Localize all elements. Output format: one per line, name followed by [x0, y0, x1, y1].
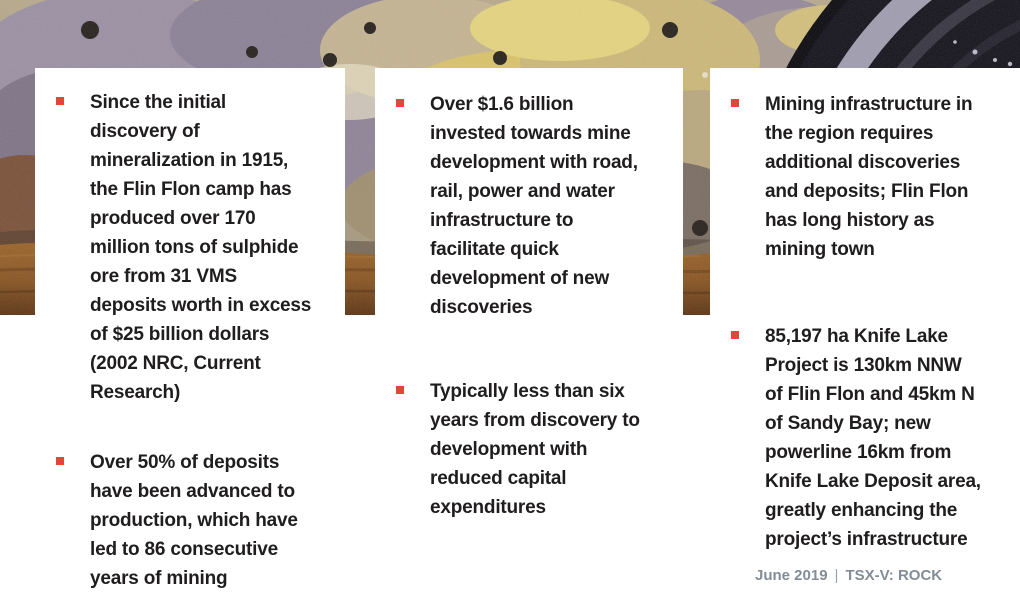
column-flin-flon-history: Since the initial discovery of mineraliz… — [35, 68, 345, 602]
bullet-square-icon — [731, 331, 739, 339]
bullet-square-icon — [396, 99, 404, 107]
bullet-square-icon — [56, 457, 64, 465]
bullet-item: Over 50% of deposits have been advanced … — [56, 448, 339, 593]
bullet-item: 85,197 ha Knife Lake Project is 130km NN… — [731, 322, 1014, 554]
bullet-text: Over 50% of deposits have been advanced … — [90, 452, 298, 589]
footer-ticker: TSX-V: ROCK — [845, 567, 943, 584]
slide-footer: June 2019 | TSX-V: ROCK — [755, 567, 942, 584]
bullet-item: Since the initial discovery of mineraliz… — [56, 88, 339, 407]
bullet-item: Mining infrastructure in the region requ… — [731, 90, 1014, 264]
bullet-text: Mining infrastructure in the region requ… — [765, 94, 973, 260]
column-region-and-knife-lake: Mining infrastructure in the region requ… — [710, 68, 1020, 574]
footer-date: June 2019 — [755, 567, 828, 584]
bullet-item: Typically less than six years from disco… — [396, 377, 677, 522]
bullet-text: Over $1.6 billion invested towards mine … — [430, 94, 638, 318]
footer-separator: | — [834, 567, 839, 584]
bullet-square-icon — [56, 97, 64, 105]
bullet-item: Over $1.6 billion invested towards mine … — [396, 90, 677, 322]
bullet-square-icon — [396, 386, 404, 394]
bullet-text: Since the initial discovery of mineraliz… — [90, 92, 312, 403]
bullet-square-icon — [731, 99, 739, 107]
column-infrastructure-investment: Over $1.6 billion invested towards mine … — [375, 68, 683, 542]
bullet-text: Typically less than six years from disco… — [430, 381, 640, 518]
bullet-text: 85,197 ha Knife Lake Project is 130km NN… — [765, 326, 981, 550]
